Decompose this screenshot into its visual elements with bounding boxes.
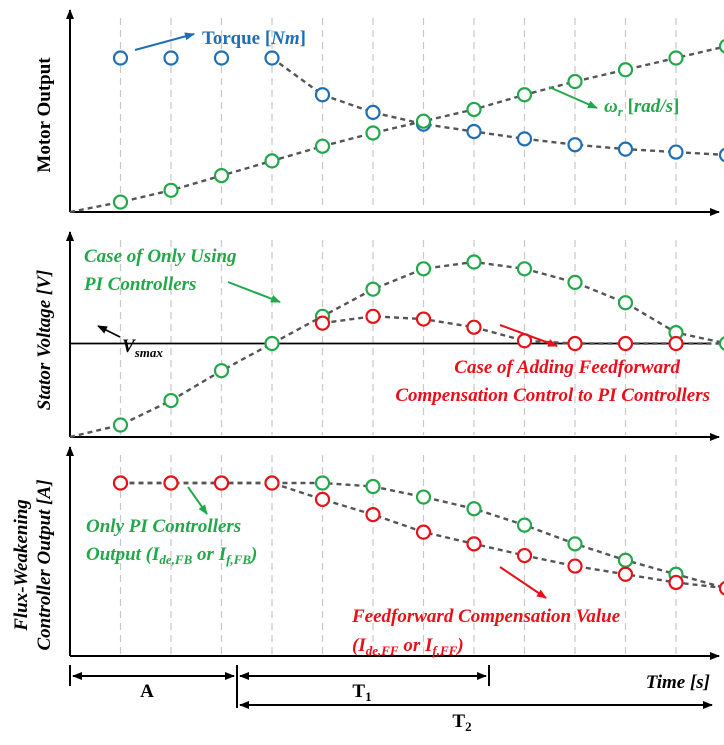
omega-label: ωr [rad/s] <box>604 96 679 119</box>
data-point <box>466 501 482 517</box>
bot-ylabel-1: Flux-Weakening <box>11 499 32 632</box>
data-point <box>668 50 684 66</box>
vsmax-arrow <box>97 325 121 338</box>
data-point <box>213 363 230 379</box>
data-point <box>314 315 331 331</box>
data-point <box>314 491 331 507</box>
data-point <box>112 417 129 433</box>
data-point <box>516 261 533 277</box>
ff-value-label-1: Feedforward Compensation Value <box>351 606 621 627</box>
series-line <box>69 260 724 439</box>
data-point <box>365 281 381 297</box>
ff-value-label-2: (Ide,FF or If,FF) <box>352 635 464 658</box>
case-pi-arrow <box>227 281 281 303</box>
data-point <box>466 319 482 335</box>
interval-t1-label: T1 <box>352 681 371 704</box>
data-point <box>516 131 533 147</box>
time-label: Time [s] <box>646 672 710 693</box>
data-point <box>617 141 634 157</box>
data-point <box>163 182 179 198</box>
data-point <box>718 39 724 54</box>
data-point <box>264 475 280 491</box>
data-point <box>617 335 634 352</box>
data-point <box>617 295 634 311</box>
torque-arrow <box>134 32 195 51</box>
data-point <box>264 50 280 66</box>
vsmax-label: Vsmax <box>122 336 163 360</box>
data-point <box>365 506 381 523</box>
interval-t2: T2 <box>239 701 713 734</box>
data-point <box>365 308 381 324</box>
interval-a-label: A <box>140 681 154 702</box>
only-pi-label-1: Only PI Controllers <box>86 516 241 537</box>
bot-ylabel-2: Controller Output [A] <box>34 479 55 650</box>
case-ff-label-1: Case of Adding Feedforward <box>454 357 680 378</box>
case-ff-arrow <box>499 324 558 347</box>
data-point <box>466 536 482 552</box>
data-point <box>617 62 634 78</box>
interval-a: A <box>69 665 238 708</box>
case-pi-label-1: Case of Only Using <box>84 246 237 267</box>
data-point <box>617 552 634 568</box>
series-line <box>120 481 724 590</box>
data-point <box>567 335 583 352</box>
data-point <box>112 50 129 66</box>
data-point <box>567 274 583 290</box>
data-point <box>415 311 432 327</box>
data-point <box>516 547 533 564</box>
data-point <box>314 475 331 491</box>
data-point <box>213 50 230 66</box>
data-point <box>516 517 533 533</box>
mid-ylabel: Stator Voltage [V] <box>34 270 55 410</box>
data-point <box>213 168 230 184</box>
data-point <box>415 113 432 129</box>
data-point <box>415 261 432 277</box>
data-point <box>718 581 724 596</box>
ff-value-arrow <box>499 566 547 599</box>
data-point <box>617 566 634 582</box>
data-point <box>718 336 724 351</box>
data-point <box>213 475 230 491</box>
data-point <box>163 475 179 491</box>
data-point <box>668 574 684 591</box>
axes <box>66 9 720 660</box>
data-point <box>415 489 432 505</box>
case-ff-label-2: Compensation Control to PI Controllers <box>395 385 710 406</box>
data-point <box>567 558 583 574</box>
data-point <box>567 73 583 90</box>
top-ylabel: Motor Output <box>34 57 55 173</box>
data-point <box>466 101 482 118</box>
data-point <box>365 104 381 120</box>
data-point <box>567 137 583 153</box>
data-point <box>516 87 533 103</box>
chart-marks <box>69 39 724 596</box>
data-point <box>668 144 684 160</box>
data-point <box>365 478 381 495</box>
data-point <box>567 536 583 552</box>
data-point <box>718 147 724 163</box>
only-pi-arrow <box>187 486 208 515</box>
series-line <box>322 315 724 345</box>
data-point <box>112 194 129 210</box>
case-pi-label-2: PI Controllers <box>83 274 196 295</box>
data-point <box>264 335 280 352</box>
omega-arrow <box>548 86 598 109</box>
interval-t2-label: T2 <box>452 711 471 734</box>
interval-t1: T1 <box>239 665 490 704</box>
data-point <box>163 50 179 66</box>
data-point <box>365 125 381 141</box>
data-point <box>415 524 432 540</box>
data-point <box>466 123 482 140</box>
data-point <box>163 392 179 409</box>
data-point <box>112 475 129 491</box>
only-pi-label-2: Output (Ide,FB or If,FB) <box>86 544 257 567</box>
torque-label: Torque [Nm] <box>202 28 306 49</box>
data-point <box>264 153 280 169</box>
data-point <box>668 335 684 352</box>
data-point <box>466 254 482 270</box>
series-line <box>69 45 724 214</box>
data-point <box>314 87 331 103</box>
data-point <box>314 138 331 154</box>
